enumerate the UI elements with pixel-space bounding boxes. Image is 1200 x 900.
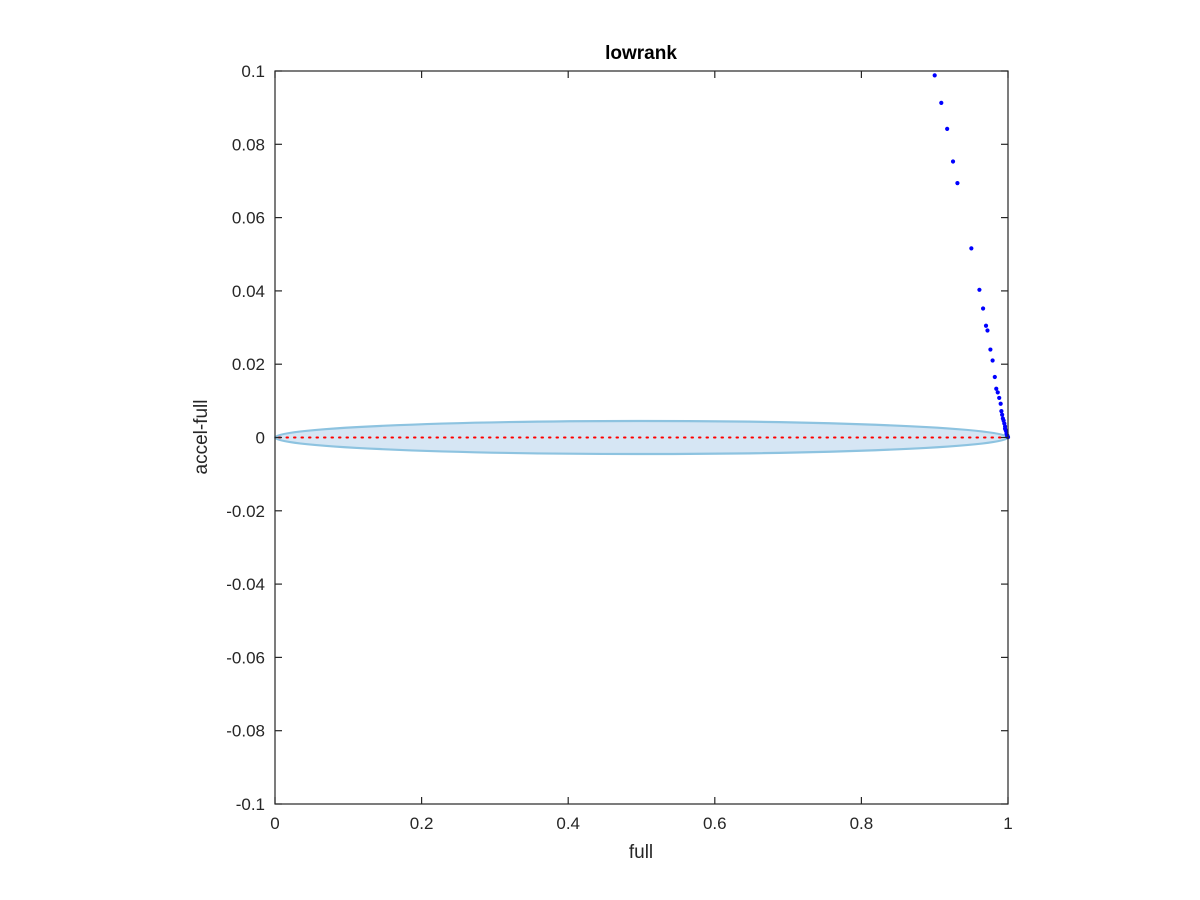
scatter-point <box>998 401 1003 406</box>
y-tick-label: 0.08 <box>232 135 265 154</box>
scatter-point <box>969 246 974 251</box>
x-axis-ticks: 0 0.2 0.4 0.6 0.8 1 <box>270 71 1013 833</box>
x-tick-label: 0.2 <box>410 814 434 833</box>
scatter-point <box>990 358 995 363</box>
y-tick-label: -0.1 <box>236 795 265 814</box>
y-tick-label: -0.06 <box>226 648 265 667</box>
chart-title: lowrank <box>605 43 677 64</box>
scatter-point <box>995 390 1000 395</box>
scatter-point <box>988 347 993 352</box>
scatter-point <box>945 126 950 132</box>
y-tick-label: 0.02 <box>232 355 265 374</box>
scatter-point <box>950 159 956 164</box>
scatter-point <box>932 73 937 78</box>
x-tick-label: 1 <box>1003 814 1012 833</box>
scatter-point <box>977 287 982 292</box>
x-tick-label: 0.4 <box>556 814 580 833</box>
y-tick-label: 0.1 <box>241 62 265 81</box>
y-tick-label: 0.06 <box>232 209 265 228</box>
scatter-point <box>985 328 990 333</box>
y-tick-label: 0.04 <box>232 282 265 301</box>
scatter-points-layer <box>932 73 1011 440</box>
y-tick-label: 0 <box>256 429 265 448</box>
y-tick-label: -0.02 <box>226 502 265 521</box>
scatter-point <box>939 100 944 105</box>
x-tick-label: 0 <box>270 814 279 833</box>
x-tick-label: 0.6 <box>703 814 727 833</box>
y-axis-label: accel-full <box>191 400 212 475</box>
scatter-point <box>999 409 1004 414</box>
scatter-point <box>955 181 960 186</box>
scatter-point <box>980 306 986 311</box>
y-axis-ticks: -0.1 -0.08 -0.06 -0.04 -0.02 0 0.02 0.04 0.06 0.0… <box>226 62 1008 814</box>
scatter-point <box>983 323 989 328</box>
scatter-point <box>992 374 997 380</box>
x-tick-label: 0.8 <box>850 814 874 833</box>
y-tick-label: -0.08 <box>226 722 265 741</box>
scatter-point <box>997 395 1002 401</box>
y-tick-label: -0.04 <box>226 575 265 594</box>
scatter-point <box>1000 412 1005 417</box>
x-axis-label: full <box>629 842 653 863</box>
scatter-point <box>994 386 999 391</box>
